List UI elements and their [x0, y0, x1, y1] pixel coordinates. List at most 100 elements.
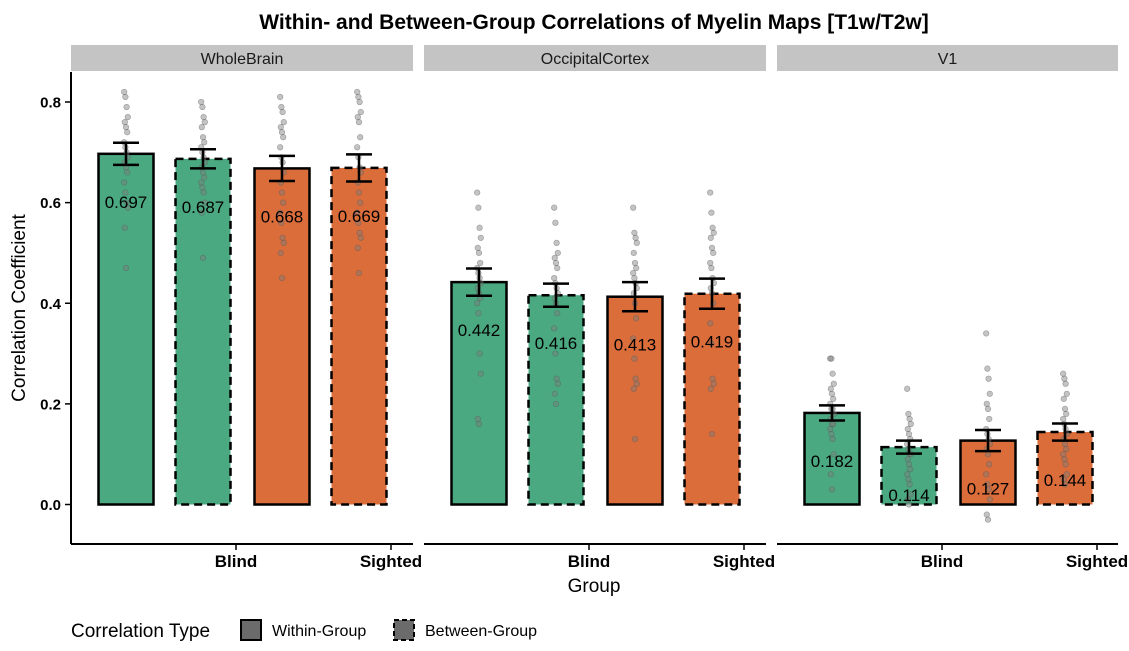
facet-strip-label: V1	[938, 51, 958, 68]
data-point	[475, 420, 483, 428]
data-point	[631, 435, 639, 443]
bar	[174, 157, 232, 506]
data-point	[122, 93, 129, 101]
data-point	[201, 174, 208, 181]
error-bar	[113, 141, 139, 167]
data-point	[630, 385, 637, 392]
bar	[253, 167, 311, 506]
data-point	[277, 124, 284, 131]
data-point	[827, 471, 834, 478]
y-tick-label: 0.6	[40, 195, 61, 212]
data-point	[198, 209, 205, 216]
data-point	[907, 420, 914, 428]
data-point	[1060, 415, 1067, 423]
bar	[683, 292, 741, 506]
data-point	[124, 129, 131, 136]
data-point	[633, 239, 640, 246]
data-point	[1060, 476, 1067, 483]
x-tick-label: Blind	[215, 552, 258, 571]
data-point	[985, 486, 992, 493]
error-bar	[622, 280, 648, 313]
data-point	[200, 189, 207, 196]
data-point	[1062, 461, 1069, 468]
data-point	[551, 204, 558, 211]
data-point	[199, 169, 207, 176]
data-point	[986, 496, 993, 503]
error-bar	[975, 428, 1001, 453]
data-point	[630, 335, 637, 342]
data-point	[830, 420, 837, 428]
data-point	[708, 430, 716, 438]
bar-group: 0.669	[330, 88, 388, 506]
data-point	[709, 375, 716, 382]
data-point	[554, 264, 561, 272]
data-point	[983, 400, 990, 407]
bar-group: 0.114	[880, 385, 938, 508]
data-point	[552, 400, 560, 407]
facet-panel-occipitalcortex: OccipitalCortex Blind Sighted 0.442 0.416 0.4…	[424, 45, 775, 571]
data-point	[905, 501, 913, 508]
data-point	[355, 119, 363, 126]
data-point	[827, 385, 834, 392]
data-label: 0.669	[338, 207, 381, 226]
data-point	[279, 234, 286, 241]
data-point	[553, 239, 560, 246]
y-axis-label: Correlation Coefficient	[9, 213, 30, 401]
data-point	[278, 274, 286, 282]
data-point	[357, 234, 364, 241]
legend-entry-within: Within-Group	[272, 623, 366, 640]
data-point	[904, 456, 911, 463]
y-axis: 0.0 0.2 0.4 0.6 0.8	[40, 72, 72, 544]
error-bar	[819, 404, 845, 422]
data-point	[122, 189, 129, 196]
data-point	[984, 405, 992, 413]
data-point	[906, 481, 913, 488]
data-point	[1063, 471, 1070, 478]
data-point	[553, 375, 560, 382]
x-tick-label: Sighted	[1066, 552, 1128, 571]
data-point	[124, 113, 131, 121]
data-point	[356, 229, 363, 236]
data-point	[354, 244, 361, 252]
data-point	[280, 239, 287, 246]
data-point	[201, 119, 208, 126]
data-point	[984, 516, 992, 523]
x-tick-label: Blind	[921, 552, 964, 571]
data-point	[986, 415, 993, 423]
data-point	[354, 88, 361, 96]
data-point	[830, 380, 837, 387]
data-point	[827, 425, 834, 433]
data-label: 0.182	[811, 452, 854, 471]
error-bar	[1052, 422, 1078, 442]
data-point	[124, 204, 131, 211]
data-point	[198, 98, 205, 106]
data-point	[630, 249, 637, 257]
bar-group: 0.668	[253, 93, 311, 506]
data-point	[707, 320, 714, 327]
data-point	[828, 355, 835, 362]
data-point	[828, 390, 836, 397]
data-point	[355, 269, 363, 277]
legend: Correlation Type Within-Group Between-Gr…	[71, 619, 537, 642]
bar	[803, 411, 861, 506]
data-point	[708, 264, 715, 272]
x-tick-label: Sighted	[713, 552, 775, 571]
x-tick-label: Blind	[568, 552, 611, 571]
data-point	[199, 184, 206, 191]
data-point	[121, 88, 128, 96]
data-point	[986, 390, 993, 397]
data-point	[354, 113, 361, 121]
data-point	[984, 365, 991, 372]
data-point	[707, 259, 714, 267]
data-point	[828, 486, 836, 493]
data-point	[905, 476, 912, 483]
data-point	[631, 355, 638, 362]
bar-group: 0.697	[97, 88, 155, 506]
data-point	[121, 119, 128, 126]
data-point	[1061, 441, 1069, 448]
data-label: 0.419	[691, 333, 734, 352]
data-point	[475, 249, 483, 257]
data-point	[200, 113, 207, 121]
data-point	[710, 229, 717, 236]
data-point	[476, 224, 483, 231]
